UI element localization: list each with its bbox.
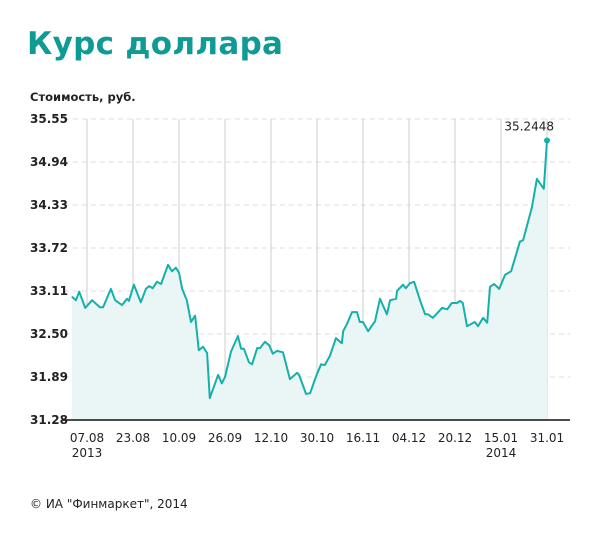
x-tick-label: 26.09 (208, 431, 242, 445)
y-tick-label: 31.89 (30, 370, 68, 384)
x-tick-label: 15.01 (484, 431, 518, 445)
y-tick-label: 35.55 (30, 112, 68, 126)
x-tick-label: 30.10 (300, 431, 334, 445)
x-tick-label: 23.08 (116, 431, 150, 445)
axis-labels: 35.55 34.94 34.33 33.72 33.11 32.50 31.89 31.28… (30, 112, 570, 460)
y-axis-label: Стоимость, руб. (30, 90, 136, 104)
x-tick-label: 12.10 (254, 431, 288, 445)
x-tick-label: 20.12 (438, 431, 472, 445)
y-tick-label: 33.11 (30, 284, 68, 298)
x-tick-year-label: 2013 (72, 446, 103, 460)
series-line (71, 140, 548, 400)
y-tick-label: 34.33 (30, 198, 68, 212)
copyright-footer: © ИА "Финмаркет", 2014 (30, 497, 188, 511)
x-tick-year-label: 2014 (486, 446, 517, 460)
chart-title: Курс доллара (27, 26, 284, 62)
x-tick-label: 31.01 (530, 431, 564, 445)
last-value-label: 35.2448 (504, 120, 554, 134)
x-tick-label: 04.12 (392, 431, 426, 445)
x-tick-label: 16.11 (346, 431, 380, 445)
y-tick-label: 33.72 (30, 241, 68, 255)
y-tick-label: 31.28 (30, 413, 68, 427)
y-tick-label: 32.50 (30, 327, 68, 341)
y-tick-label: 34.94 (30, 155, 68, 169)
x-tick-label: 10.09 (162, 431, 196, 445)
x-tick-label: 07.08 (70, 431, 104, 445)
series-area-fill (71, 140, 548, 420)
last-value-point (544, 137, 550, 144)
